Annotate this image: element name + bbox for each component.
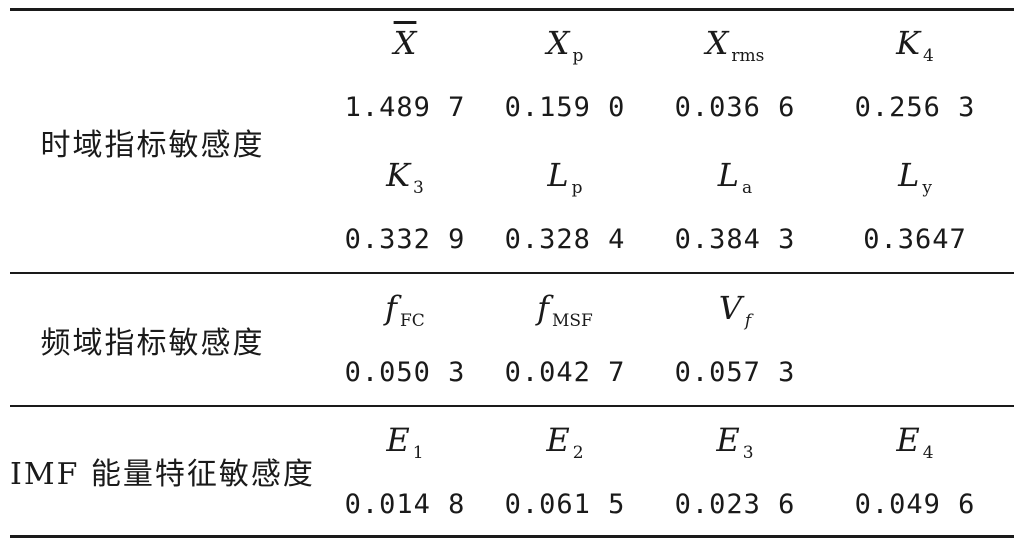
value-cell: 1.489 7 [344, 92, 466, 123]
value-cell: 0.159 0 [504, 92, 626, 123]
category-label-frequency-domain: 频域指标敏感度 [40, 326, 265, 361]
bottom-rule [10, 535, 1014, 538]
symbol-cell: f FC [385, 289, 425, 331]
value-cell: 0.328 4 [504, 224, 626, 255]
value-cell: 0.050 3 [344, 357, 466, 388]
section-divider [10, 405, 1014, 407]
value-cell: 0.042 7 [504, 357, 626, 388]
value-cell: 0.036 6 [674, 92, 796, 123]
value-cell: 0.049 6 [854, 489, 976, 520]
value-cell: 0.332 9 [344, 224, 466, 255]
value-cell: 0.057 3 [674, 357, 796, 388]
category-label-time-domain: 时域指标敏感度 [40, 128, 265, 163]
value-cell: 0.023 6 [674, 489, 796, 520]
value-cell: 0.3647 [863, 224, 967, 255]
top-rule [10, 8, 1014, 11]
category-label-imf-energy: IMF 能量特征敏感度 [10, 457, 315, 492]
section-divider [10, 272, 1014, 274]
symbol-cell: X [393, 24, 417, 62]
value-cell: 0.061 5 [504, 489, 626, 520]
value-cell: 0.256 3 [854, 92, 976, 123]
value-cell: 0.384 3 [674, 224, 796, 255]
value-cell: 0.014 8 [344, 489, 466, 520]
symbol-cell: f MSF [537, 289, 593, 331]
